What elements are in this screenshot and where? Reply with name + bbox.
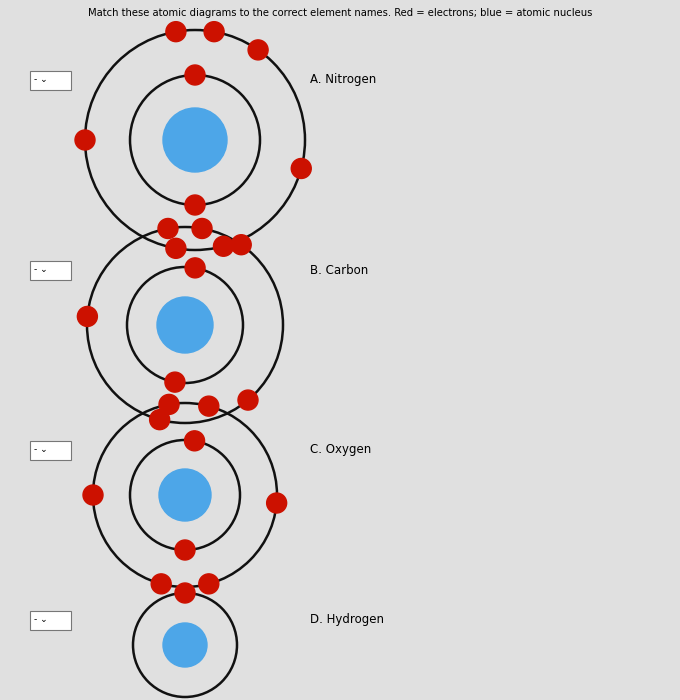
Text: C. Oxygen: C. Oxygen xyxy=(310,444,371,456)
FancyBboxPatch shape xyxy=(29,260,71,279)
Circle shape xyxy=(83,485,103,505)
Circle shape xyxy=(159,394,179,414)
Circle shape xyxy=(199,396,219,416)
Circle shape xyxy=(185,258,205,278)
Circle shape xyxy=(291,158,311,178)
Circle shape xyxy=(151,574,171,594)
Circle shape xyxy=(204,22,224,42)
Circle shape xyxy=(267,493,287,513)
Circle shape xyxy=(192,218,212,239)
Circle shape xyxy=(199,574,219,594)
Circle shape xyxy=(163,623,207,667)
Circle shape xyxy=(185,195,205,215)
Circle shape xyxy=(166,22,186,42)
Circle shape xyxy=(75,130,95,150)
Circle shape xyxy=(78,307,97,326)
Circle shape xyxy=(157,297,213,353)
FancyBboxPatch shape xyxy=(29,610,71,629)
Circle shape xyxy=(175,583,195,603)
Circle shape xyxy=(184,430,205,451)
Text: - ⌄: - ⌄ xyxy=(34,76,48,85)
Circle shape xyxy=(175,540,195,560)
Text: - ⌄: - ⌄ xyxy=(34,445,48,454)
Text: - ⌄: - ⌄ xyxy=(34,265,48,274)
Text: Match these atomic diagrams to the correct element names. Red = electrons; blue : Match these atomic diagrams to the corre… xyxy=(88,8,592,18)
Circle shape xyxy=(231,234,251,255)
Text: - ⌄: - ⌄ xyxy=(34,615,48,624)
Text: D. Hydrogen: D. Hydrogen xyxy=(310,613,384,626)
Circle shape xyxy=(158,218,178,239)
FancyBboxPatch shape xyxy=(29,440,71,459)
Circle shape xyxy=(150,410,169,430)
Text: A. Nitrogen: A. Nitrogen xyxy=(310,74,376,87)
Circle shape xyxy=(185,65,205,85)
Circle shape xyxy=(163,108,227,172)
Circle shape xyxy=(166,238,186,258)
Text: B. Carbon: B. Carbon xyxy=(310,263,369,276)
FancyBboxPatch shape xyxy=(29,71,71,90)
Circle shape xyxy=(238,390,258,410)
Circle shape xyxy=(214,237,233,256)
Circle shape xyxy=(248,40,268,60)
Circle shape xyxy=(159,469,211,521)
Circle shape xyxy=(165,372,185,392)
